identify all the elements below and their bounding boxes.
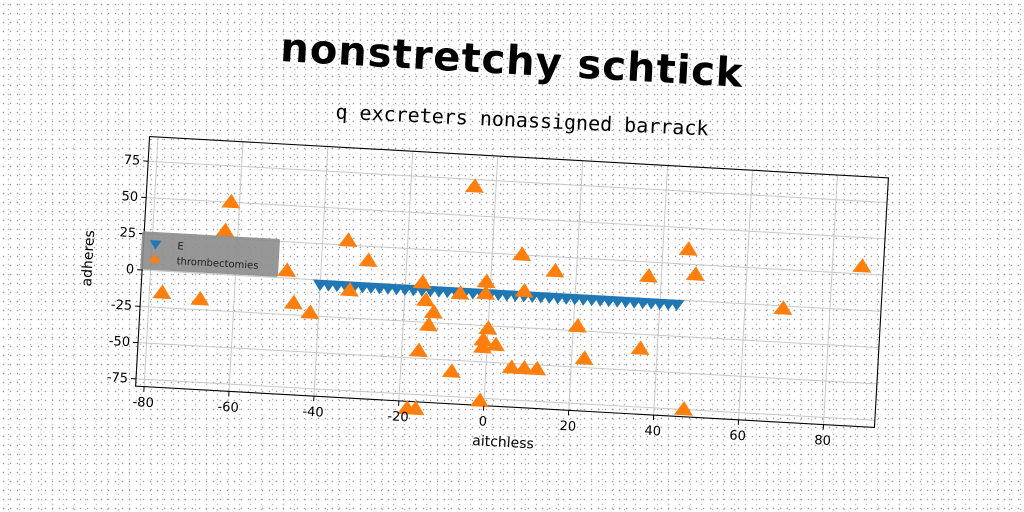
legend-label: E: [177, 241, 184, 252]
thrombectomies-point: [476, 273, 496, 289]
thrombectomies-point: [470, 392, 489, 408]
thrombectomies-point: [545, 262, 565, 278]
thrombectomies-point: [567, 317, 587, 333]
y-grid-line: [135, 378, 875, 421]
x-grid-line: [822, 174, 838, 425]
thrombectomies-point: [339, 281, 359, 297]
e-point: [669, 299, 685, 312]
thrombectomies-point: [412, 274, 432, 289]
thrombectomies-point: [773, 300, 793, 315]
thrombectomies-point: [418, 316, 438, 332]
thrombectomies-point: [630, 340, 650, 356]
y-grid-line: [148, 160, 888, 204]
thrombectomies-point: [514, 360, 534, 375]
legend-label: thrombectomies: [176, 256, 258, 272]
x-tick-label: -80: [132, 395, 154, 411]
thrombectomies-point: [408, 342, 428, 358]
x-grid-line: [398, 151, 414, 401]
thrombectomies-point: [300, 304, 320, 320]
thrombectomies-point: [674, 400, 693, 416]
thrombectomies-point: [527, 360, 547, 376]
legend-marker: [148, 253, 161, 263]
x-grid-line: [313, 146, 329, 397]
thrombectomies-point: [450, 285, 470, 300]
thrombectomies-point: [638, 267, 658, 283]
thrombectomies-point: [283, 294, 303, 310]
y-axis-label: adheres: [79, 230, 98, 287]
y-tick-label: -50: [108, 334, 130, 350]
thrombectomies-point: [678, 241, 698, 256]
thrombectomies-point: [852, 258, 872, 273]
y-grid-line: [138, 342, 877, 385]
x-axis-label: aitchless: [472, 433, 534, 452]
thrombectomies-point: [423, 304, 443, 319]
thrombectomies-point: [152, 284, 172, 300]
x-tick-label: 0: [478, 414, 487, 429]
x-tick-label: -40: [302, 405, 324, 421]
y-grid-line: [146, 196, 886, 240]
y-tick-label: 75: [123, 153, 140, 169]
thrombectomies-point: [464, 178, 484, 193]
thrombectomies-point: [685, 266, 705, 281]
x-grid-line: [653, 165, 669, 416]
x-tick-label: 40: [644, 424, 661, 440]
thrombectomies-point: [478, 320, 498, 335]
thrombectomies-point: [215, 222, 235, 238]
data-points: [152, 178, 872, 416]
plot-frame: [135, 135, 889, 429]
thrombectomies-point: [405, 400, 425, 416]
y-tick-label: -25: [110, 298, 132, 314]
x-tick-label: 60: [729, 428, 746, 444]
thrombectomies-point: [358, 252, 378, 268]
thrombectomies-point: [514, 282, 534, 298]
x-tick-label: -60: [217, 400, 239, 416]
x-tick-label: 20: [559, 419, 576, 435]
x-grid-line: [568, 160, 584, 411]
y-tick-label: -75: [106, 370, 128, 386]
thrombectomies-point: [441, 363, 461, 378]
thrombectomies-point: [476, 285, 495, 300]
thrombectomies-point: [485, 336, 505, 352]
legend-box: [140, 231, 280, 277]
y-tick-label: 0: [125, 262, 134, 277]
thrombectomies-point: [190, 290, 210, 306]
thrombectomies-point: [277, 262, 297, 278]
y-tick-label: 50: [121, 189, 138, 205]
thrombectomies-point: [416, 291, 435, 307]
thrombectomies-point: [338, 232, 358, 247]
thrombectomies-point: [512, 246, 532, 262]
grid-lines: [135, 136, 888, 425]
thrombectomies-point: [221, 193, 241, 209]
tick-labels: -80 -60 -40 -20 0 20 40 60 80 -75 -50 -25 0 25 50 75: [106, 153, 831, 449]
thrombectomies-point: [574, 350, 594, 366]
thrombectomies-point: [501, 359, 521, 375]
y-tick-label: 25: [119, 225, 136, 241]
x-grid-line: [738, 170, 754, 420]
y-grid-line: [140, 305, 879, 349]
x-tick-label: -20: [387, 409, 409, 425]
legend-marker: [149, 240, 162, 250]
x-tick-label: 80: [814, 433, 831, 449]
